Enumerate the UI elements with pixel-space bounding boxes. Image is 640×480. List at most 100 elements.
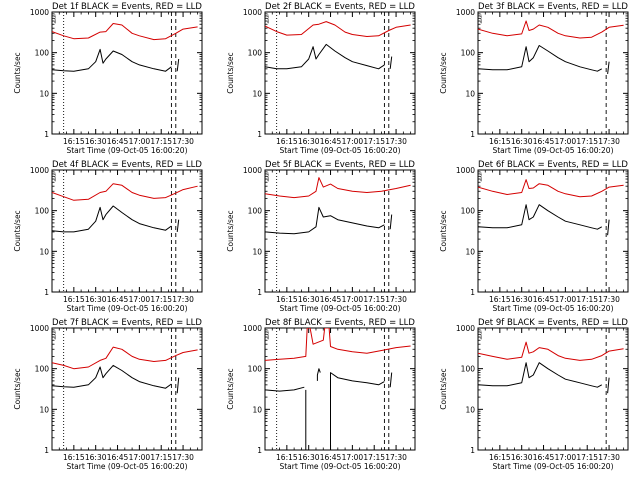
y-tick-label: 100 bbox=[35, 207, 50, 216]
corner-mark: 3 bbox=[480, 334, 482, 338]
y-tick-label: 100 bbox=[248, 49, 263, 58]
plot-frame bbox=[51, 327, 203, 451]
corner-mark: 4 bbox=[480, 179, 482, 183]
x-tick-label: 16:45 bbox=[107, 137, 129, 146]
x-tick-label: 17:30 bbox=[385, 295, 407, 304]
y-tick-label: 10 bbox=[465, 247, 475, 256]
x-tick-label: 16:15 bbox=[489, 453, 511, 462]
corner-mark: 1 bbox=[267, 14, 269, 18]
chart-title: Det 3f BLACK = Events, RED = LLD bbox=[478, 2, 628, 12]
chart-panel: Det 8f BLACK = Events, RED = LLD 1 10 100 10… bbox=[226, 318, 416, 471]
corner-mark: 4 bbox=[480, 21, 482, 25]
y-tick-label: 1 bbox=[44, 288, 49, 297]
x-tick-label: 17:30 bbox=[385, 453, 407, 462]
corner-mark: 4 bbox=[267, 21, 269, 25]
x-tick-label: 17:00 bbox=[129, 295, 151, 304]
corner-mark: 4 bbox=[480, 337, 482, 341]
y-tick-label: 10 bbox=[252, 89, 262, 98]
y-axis-label: Counts/sec bbox=[13, 368, 22, 409]
chart-panel: Det 2f BLACK = Events, RED = LLD 1 10 100 10… bbox=[226, 2, 416, 155]
x-tick-label: 16:30 bbox=[85, 137, 107, 146]
x-axis-label: Start Time (09-Oct-05 16:00:20) bbox=[66, 462, 187, 471]
y-tick-label: 10 bbox=[252, 247, 262, 256]
y-tick-label: 100 bbox=[461, 207, 476, 216]
x-tick-label: 16:15 bbox=[489, 137, 511, 146]
lld-series-line bbox=[478, 20, 624, 39]
plot-area bbox=[265, 12, 411, 134]
x-tick-label: 16:30 bbox=[298, 137, 320, 146]
y-axis-label: Counts/sec bbox=[13, 210, 22, 251]
corner-mark: 3 bbox=[54, 176, 56, 180]
y-axis-label: Counts/sec bbox=[226, 210, 235, 251]
plot-area bbox=[52, 328, 198, 450]
events-series-line bbox=[607, 219, 610, 236]
x-tick-label: 17:00 bbox=[342, 453, 364, 462]
events-series-line bbox=[316, 368, 321, 381]
corner-mark: 1 bbox=[480, 14, 482, 18]
events-series-line bbox=[478, 45, 603, 72]
y-tick-label: 1 bbox=[44, 446, 49, 455]
x-tick-label: 16:15 bbox=[63, 137, 85, 146]
x-tick-label: 16:15 bbox=[276, 453, 298, 462]
chart-panel: Det 4f BLACK = Events, RED = LLD 1 10 100 10… bbox=[13, 160, 203, 313]
corner-mark: 2 bbox=[267, 174, 269, 178]
events-series-line bbox=[478, 362, 603, 388]
x-tick-label: 17:00 bbox=[555, 453, 577, 462]
y-tick-label: 10 bbox=[39, 89, 49, 98]
plot-frame bbox=[51, 11, 203, 135]
x-tick-label: 17:00 bbox=[555, 295, 577, 304]
x-axis-label: Start Time (09-Oct-05 16:00:20) bbox=[279, 146, 400, 155]
x-tick-label: 17:00 bbox=[342, 137, 364, 146]
events-series-line bbox=[52, 48, 172, 72]
x-tick-label: 17:15 bbox=[576, 295, 598, 304]
events-series-line bbox=[265, 43, 385, 70]
corner-mark: 2 bbox=[480, 332, 482, 336]
y-tick-label: 10 bbox=[252, 405, 262, 414]
corner-mark: 2 bbox=[54, 16, 56, 20]
y-tick-label: 1000 bbox=[30, 8, 49, 17]
events-series-line bbox=[265, 386, 305, 392]
corner-mark: 3 bbox=[267, 18, 269, 22]
events-series-line bbox=[389, 56, 393, 69]
events-series-line bbox=[52, 364, 172, 389]
y-axis-label: Counts/sec bbox=[226, 368, 235, 409]
x-tick-label: 16:45 bbox=[533, 453, 555, 462]
x-tick-label: 17:15 bbox=[576, 453, 598, 462]
plot-frame bbox=[264, 11, 416, 135]
y-tick-label: 1 bbox=[44, 130, 49, 139]
corner-mark: 2 bbox=[480, 16, 482, 20]
x-tick-label: 17:30 bbox=[598, 295, 620, 304]
x-tick-label: 17:15 bbox=[363, 137, 385, 146]
plot-area bbox=[265, 170, 411, 292]
x-tick-label: 17:15 bbox=[363, 295, 385, 304]
x-tick-label: 16:45 bbox=[107, 453, 129, 462]
events-series-line bbox=[607, 61, 610, 74]
x-axis-label: Start Time (09-Oct-05 16:00:20) bbox=[492, 146, 613, 155]
chart-title: Det 1f BLACK = Events, RED = LLD bbox=[52, 2, 202, 12]
events-series-line bbox=[176, 58, 180, 72]
chart-panel: Det 9f BLACK = Events, RED = LLD 1 10 100 10… bbox=[439, 318, 629, 471]
lld-series-line bbox=[265, 177, 411, 199]
events-series-line bbox=[389, 372, 393, 388]
y-tick-label: 1000 bbox=[243, 8, 262, 17]
corner-mark: 1 bbox=[54, 330, 56, 334]
y-tick-label: 1 bbox=[257, 288, 262, 297]
x-tick-label: 16:30 bbox=[85, 295, 107, 304]
chart-panel: Det 3f BLACK = Events, RED = LLD 1 10 100 10… bbox=[439, 2, 629, 155]
events-series-line bbox=[176, 377, 180, 394]
chart-title: Det 8f BLACK = Events, RED = LLD bbox=[265, 318, 415, 328]
x-axis-label: Start Time (09-Oct-05 16:00:20) bbox=[66, 146, 187, 155]
x-tick-label: 16:15 bbox=[63, 453, 85, 462]
y-tick-label: 10 bbox=[465, 89, 475, 98]
x-tick-label: 16:45 bbox=[533, 295, 555, 304]
y-tick-label: 10 bbox=[39, 247, 49, 256]
plot-area bbox=[478, 170, 624, 292]
y-tick-label: 1 bbox=[470, 446, 475, 455]
lld-series-line bbox=[52, 346, 198, 370]
corner-mark: 4 bbox=[267, 179, 269, 183]
x-axis-label: Start Time (09-Oct-05 16:00:20) bbox=[492, 304, 613, 313]
x-tick-label: 16:30 bbox=[298, 295, 320, 304]
x-tick-label: 16:15 bbox=[63, 295, 85, 304]
corner-mark: 1 bbox=[54, 172, 56, 176]
y-tick-label: 1 bbox=[470, 130, 475, 139]
